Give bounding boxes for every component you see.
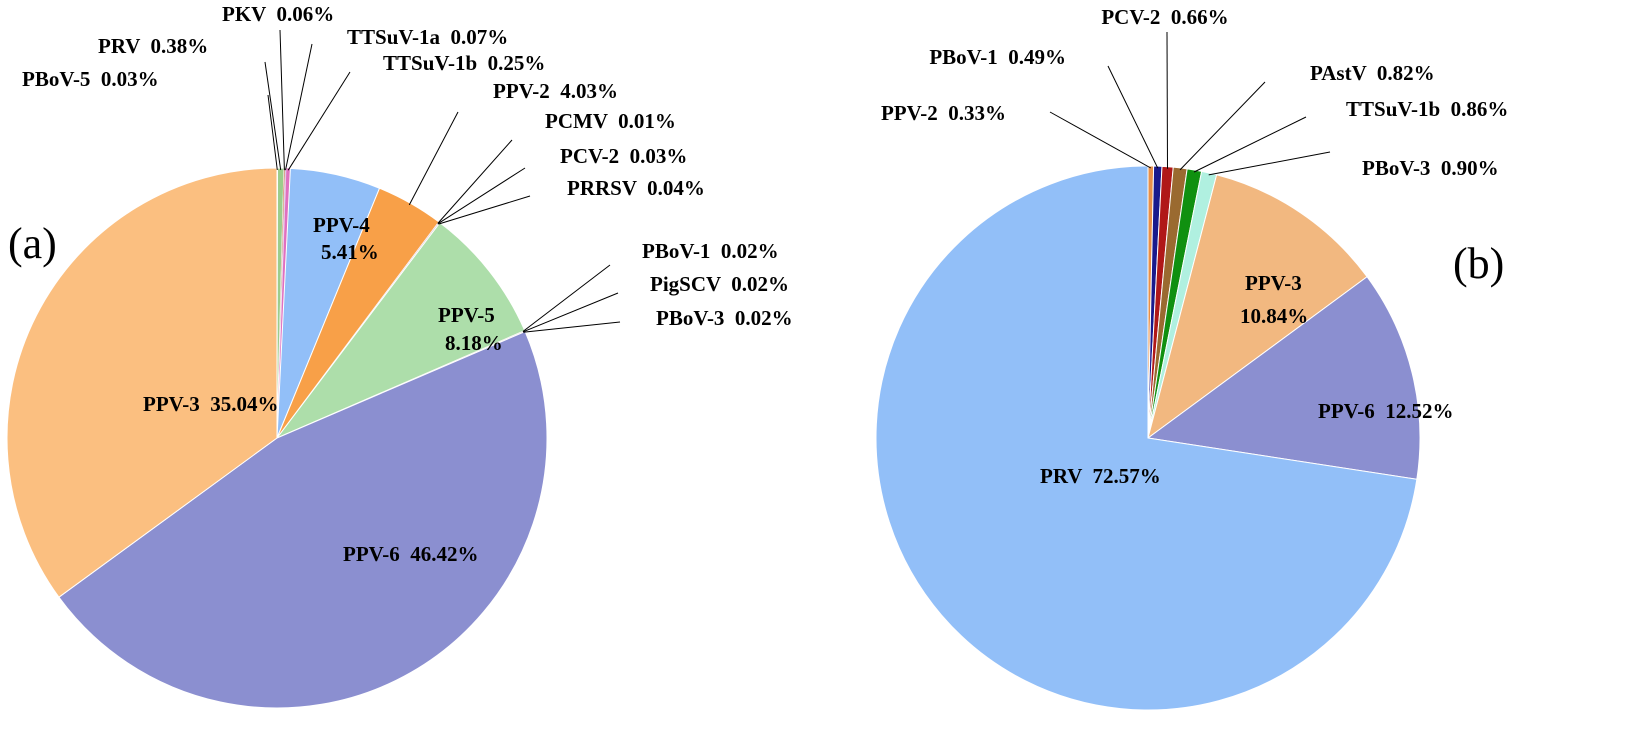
slice-label-pbov-3: PBoV-3 0.90% bbox=[1362, 156, 1499, 180]
slice-label-ttsuv-1a: TTSuV-1a 0.07% bbox=[347, 25, 508, 49]
slice-label-ppv-4-value: 5.41% bbox=[321, 240, 379, 264]
slice-label-pbov-3: PBoV-3 0.02% bbox=[656, 306, 793, 330]
leader-line-pbov-1 bbox=[1107, 65, 1159, 169]
pie-chart-b: (b) PPV-2 0.33% PBoV-1 0.49% PCV-2 0.66% PAs… bbox=[875, 5, 1508, 711]
slice-label-pigscv: PigSCV 0.02% bbox=[650, 272, 789, 296]
panel-label-1: (b) bbox=[1453, 239, 1504, 288]
slice-label-ppv-5-name: PPV-5 bbox=[438, 303, 495, 327]
slice-label-ppv-5-value: 8.18% bbox=[445, 331, 503, 355]
slice-label-prv: PRV 72.57% bbox=[1040, 464, 1161, 488]
leader-line-pbov-1 bbox=[522, 264, 611, 332]
leader-line-pkv bbox=[279, 29, 285, 171]
slice-ppv-6 bbox=[58, 330, 548, 709]
leader-line-pcv-2 bbox=[437, 167, 526, 225]
slice-label-ppv-6: PPV-6 12.52% bbox=[1318, 399, 1454, 423]
slice-prv bbox=[875, 165, 1418, 711]
leader-line-pigscv bbox=[522, 292, 619, 333]
slice-ppv-6 bbox=[1146, 276, 1421, 480]
leader-line-ttsuv-1b bbox=[287, 71, 351, 171]
slice-label-pcv-2: PCV-2 0.66% bbox=[1101, 5, 1228, 29]
slice-label-ppv-3: PPV-3 35.04% bbox=[143, 392, 279, 416]
leader-line-prrsv bbox=[438, 195, 531, 225]
slice-label-pcmv: PCMV 0.01% bbox=[545, 109, 676, 133]
leader-line-ttsuv-1a bbox=[285, 43, 313, 171]
slice-label-pcv-2: PCV-2 0.03% bbox=[560, 144, 687, 168]
leader-line-ttsuv-1b bbox=[1193, 116, 1307, 173]
slice-label-prv: PRV 0.38% bbox=[98, 34, 208, 58]
slice-ppv-3 bbox=[6, 167, 278, 598]
leader-line-pcv-2 bbox=[1166, 31, 1168, 169]
slice-label-ppv-4-name: PPV-4 bbox=[313, 213, 370, 237]
slice-label-ppv-3-value: 10.84% bbox=[1240, 304, 1308, 328]
leader-line-ppv-2 bbox=[1049, 111, 1152, 169]
leader-line-ppv-2 bbox=[408, 111, 459, 206]
slice-label-ppv-2: PPV-2 4.03% bbox=[493, 79, 618, 103]
slice-ppv-5 bbox=[275, 221, 526, 440]
leader-line-pbov-3 bbox=[523, 321, 621, 333]
slice-label-prrsv: PRRSV 0.04% bbox=[567, 176, 705, 200]
slice-label-pkv: PKV 0.06% bbox=[222, 2, 334, 26]
slice-label-ttsuv-1b: TTSuV-1b 0.86% bbox=[1346, 97, 1508, 121]
slice-label-pastv: PAstV 0.82% bbox=[1310, 61, 1435, 85]
leader-line-pastv bbox=[1179, 81, 1266, 171]
panel-label-0: (a) bbox=[8, 219, 57, 268]
slice-label-pbov-1: PBoV-1 0.02% bbox=[642, 239, 779, 263]
slice-label-ppv-3-name: PPV-3 bbox=[1245, 271, 1302, 295]
slice-ppv-3 bbox=[1147, 174, 1368, 440]
slice-label-pbov-5: PBoV-5 0.03% bbox=[22, 67, 159, 91]
leader-line-pbov-5 bbox=[267, 94, 278, 171]
slice-label-ttsuv-1b: TTSuV-1b 0.25% bbox=[383, 51, 545, 75]
leader-line-pbov-3 bbox=[1208, 151, 1331, 176]
slice-label-ppv-2: PPV-2 0.33% bbox=[881, 101, 1006, 125]
pie-chart-a: (a) PBoV-5 0.03% PRV 0.38% PKV 0.06% TTSuV-1… bbox=[6, 2, 793, 709]
leader-line-prv bbox=[264, 61, 282, 171]
slice-label-pbov-1: PBoV-1 0.49% bbox=[929, 45, 1066, 69]
leader-line-pcmv bbox=[437, 139, 513, 224]
slice-label-ppv-6: PPV-6 46.42% bbox=[343, 542, 479, 566]
